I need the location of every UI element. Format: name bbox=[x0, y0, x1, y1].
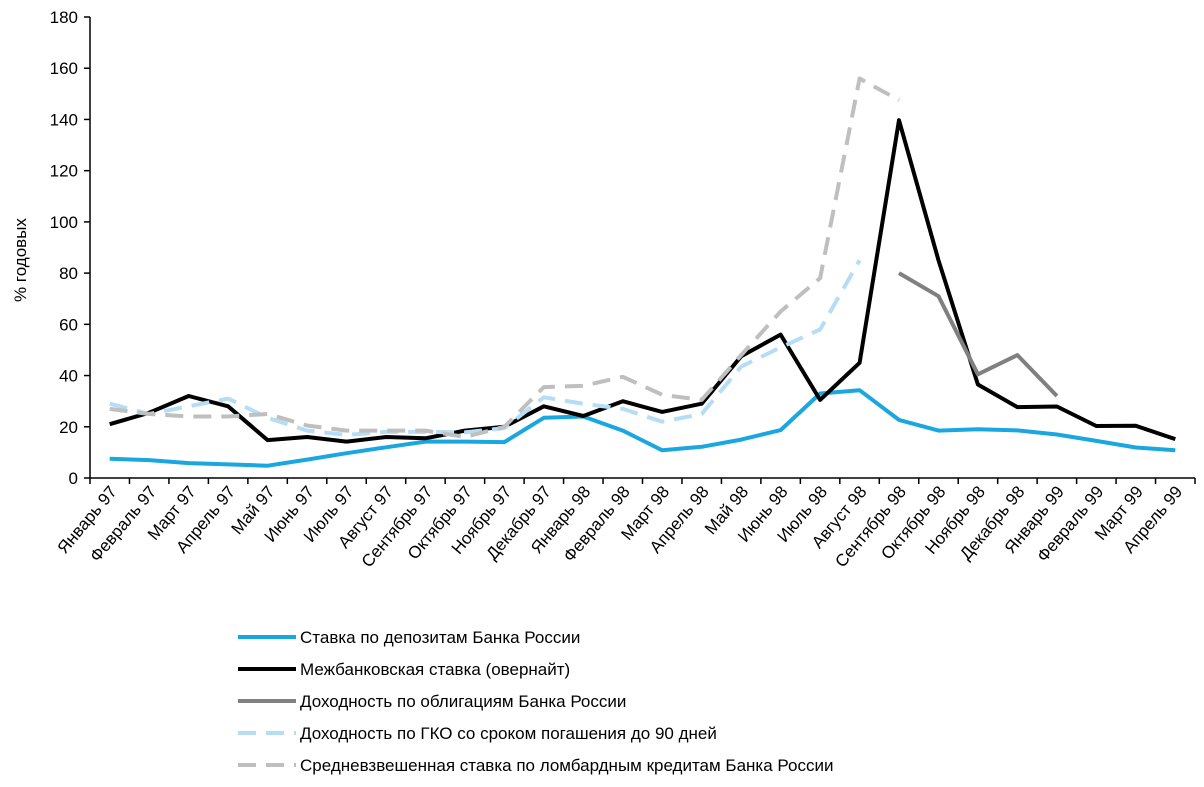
y-tick-label: 120 bbox=[50, 162, 78, 181]
legend: Ставка по депозитам Банка России Межбанко… bbox=[238, 628, 833, 775]
y-tick-label: 60 bbox=[59, 315, 78, 334]
y-axis-title: % годовых bbox=[11, 218, 30, 302]
y-tick-label: 40 bbox=[59, 367, 78, 386]
series-line-3 bbox=[897, 271, 1059, 398]
series-layer bbox=[109, 76, 1176, 468]
legend-label-5: Средневзвешенная ставка по ломбардным кр… bbox=[300, 756, 833, 775]
y-tick-label: 0 bbox=[69, 469, 78, 488]
legend-label-4: Доходность по ГКО со сроком погашения до… bbox=[300, 724, 717, 743]
series-line-1 bbox=[109, 388, 1176, 468]
y-tick-label: 140 bbox=[50, 110, 78, 129]
series-line-5 bbox=[109, 76, 900, 439]
y-tick-label: 80 bbox=[59, 264, 78, 283]
y-tick-label: 180 bbox=[50, 8, 78, 27]
series-line-4 bbox=[109, 259, 862, 437]
legend-label-2: Межбанковская ставка (овернайт) bbox=[300, 660, 570, 679]
legend-label-1: Ставка по депозитам Банка России bbox=[300, 628, 580, 647]
y-tick-label: 160 bbox=[50, 59, 78, 78]
legend-label-3: Доходность по облигациям Банка России bbox=[300, 692, 626, 711]
y-axis: 0 20 40 60 80 100 120 140 160 180 bbox=[50, 8, 91, 488]
y-tick-label: 20 bbox=[59, 418, 78, 437]
y-tick-label: 100 bbox=[50, 213, 78, 232]
series-line-2 bbox=[109, 118, 1176, 444]
